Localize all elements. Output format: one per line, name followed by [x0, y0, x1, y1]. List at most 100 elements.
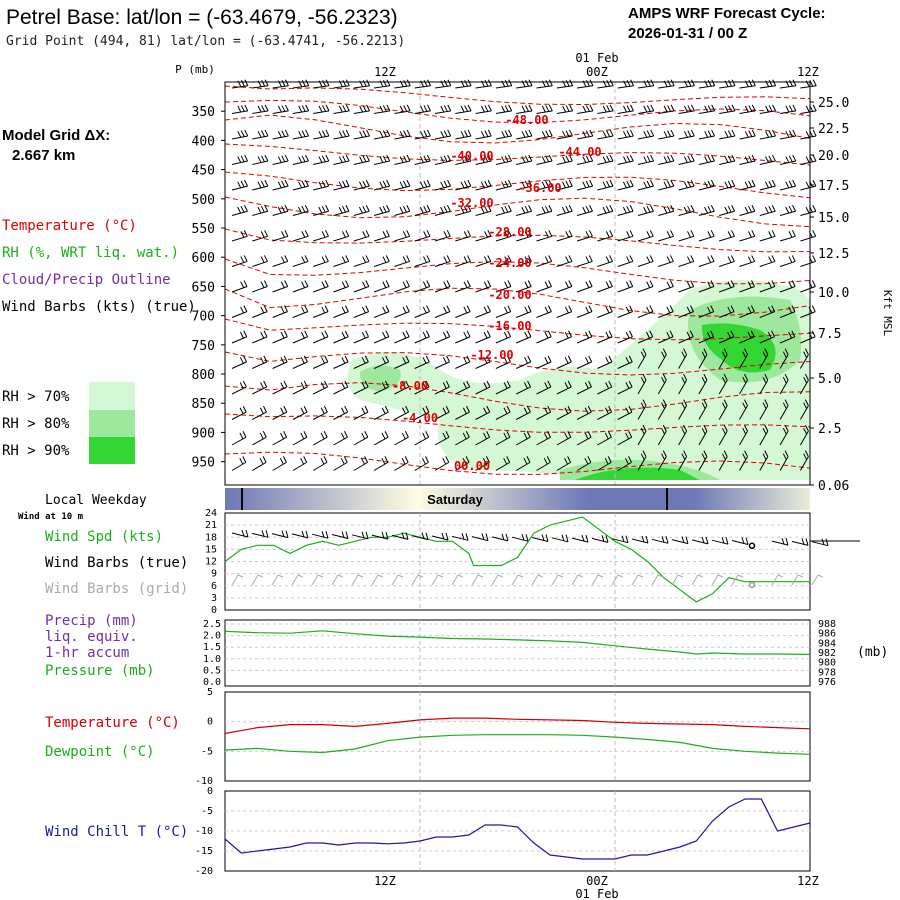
wind-barb	[597, 456, 612, 471]
wind-barb-feather	[386, 205, 390, 212]
wind-barb-feather	[784, 373, 789, 381]
wind-barb-staff	[292, 160, 309, 165]
wind-barb-feather	[707, 80, 712, 87]
wind-barb-staff	[576, 386, 592, 395]
wind-barb-feather	[284, 305, 288, 312]
wind-barb-staff	[780, 135, 796, 140]
wind-barb-feather	[263, 280, 268, 287]
wind-barb-feather	[446, 280, 451, 287]
wind-chill-line	[224, 798, 811, 860]
wind-barb-feather	[701, 351, 706, 358]
wind-barb-feather	[561, 206, 566, 214]
wind-barb-feather	[768, 80, 773, 87]
wind-barb-feather	[460, 181, 465, 189]
wind-barb-feather	[300, 407, 305, 414]
wind-barb-feather	[487, 255, 492, 262]
wind-barb-staff	[637, 210, 654, 216]
wind-barb-feather	[322, 105, 326, 112]
wind-barb	[597, 280, 613, 293]
temperature-contour-label: -4.00	[402, 411, 438, 425]
wind-barb	[536, 230, 553, 242]
surface-barb-staff	[391, 534, 409, 540]
wind-barb-staff	[617, 235, 634, 242]
wind-barb-feather	[383, 80, 387, 87]
wind-barb-staff	[536, 210, 553, 216]
wind-barb-staff	[495, 85, 512, 89]
wind-barb-feather	[764, 450, 769, 457]
wind-barb-staff	[333, 110, 350, 114]
wind-barb-feather	[629, 179, 634, 187]
wind-barb-staff	[698, 210, 715, 216]
wind-barb	[333, 405, 349, 420]
wind-barb-feather	[406, 205, 411, 212]
wind-barb	[759, 205, 776, 216]
wind-barb-feather	[727, 256, 732, 263]
surface-barb-feather	[305, 530, 309, 539]
wind-barb-feather	[803, 351, 808, 358]
wind-barb	[718, 373, 728, 395]
wind-barb-staff	[556, 286, 573, 293]
wind-barb	[495, 355, 511, 369]
wind-barb-feather	[443, 205, 448, 213]
wind-barb	[597, 230, 614, 242]
wind-barb-feather	[440, 156, 445, 163]
wind-barb-feather	[811, 280, 816, 287]
wind-barb-feather	[711, 129, 716, 137]
wind-barb-feather	[237, 156, 242, 163]
wind-barb-feather	[504, 155, 509, 163]
wind-barb-feather	[381, 382, 386, 389]
grid-wind-barb	[391, 574, 404, 586]
wind-barb-feather	[386, 104, 391, 112]
wind-barb-feather	[344, 405, 349, 413]
wind-barb-feather	[524, 231, 529, 238]
wind-barb	[292, 255, 309, 267]
wind-barb-feather	[605, 306, 610, 314]
wind-barb-staff	[739, 260, 755, 267]
surface-barb-staff	[771, 540, 789, 546]
wind-barb-feather	[487, 79, 492, 86]
wind-barb-feather	[401, 457, 406, 465]
wind-barb	[252, 330, 268, 344]
temperature-line	[224, 717, 811, 735]
wind-barb-feather	[263, 380, 268, 388]
wind-barb-feather	[605, 256, 610, 263]
wind-barb-feather	[609, 79, 614, 86]
wind-barb-feather	[284, 179, 289, 187]
wind-barb-feather	[385, 255, 390, 262]
wind-barb-feather	[361, 331, 366, 339]
wind-barb-staff	[576, 361, 592, 369]
wind-barb-feather	[405, 330, 410, 337]
surface-barb-feather	[341, 531, 345, 538]
wind-barb-feather	[507, 230, 512, 237]
grid-point-label: Grid Point (494, 81) lat/lon = (-63.4741…	[6, 34, 405, 49]
wind-barb-feather	[544, 407, 549, 414]
wind-barb-feather	[723, 424, 728, 432]
wind-barb	[719, 179, 736, 191]
axis-tick-label: 2.0	[203, 631, 221, 642]
wind-barb	[718, 450, 728, 471]
surface-barb-feather	[365, 531, 369, 539]
wind-barb	[475, 129, 492, 140]
wind-barb	[252, 305, 268, 318]
wind-barb-feather	[643, 131, 648, 138]
wind-barb-feather	[239, 457, 244, 465]
wind-barb-feather	[260, 281, 265, 288]
wind-barb	[333, 230, 350, 242]
wind-barb	[698, 373, 708, 395]
wind-barb-feather	[547, 405, 552, 413]
wind-barb	[597, 255, 614, 267]
wind-barb-feather	[701, 427, 706, 435]
wind-barb	[657, 424, 667, 446]
wind-barb-feather	[427, 79, 431, 86]
axis-tick-label: 12	[205, 557, 217, 568]
surface-wind-barb	[611, 535, 629, 544]
grid-barb-feather	[297, 574, 304, 578]
wind-barb-feather	[609, 255, 614, 262]
wind-barb-feather	[280, 306, 285, 314]
wind-barb-feather	[386, 154, 391, 162]
wind-barb-feather	[503, 331, 508, 339]
wind-barb-staff	[759, 311, 775, 318]
wind-barb-staff	[475, 185, 492, 191]
wind-barb-staff	[292, 436, 308, 446]
wind-barb	[759, 399, 769, 420]
